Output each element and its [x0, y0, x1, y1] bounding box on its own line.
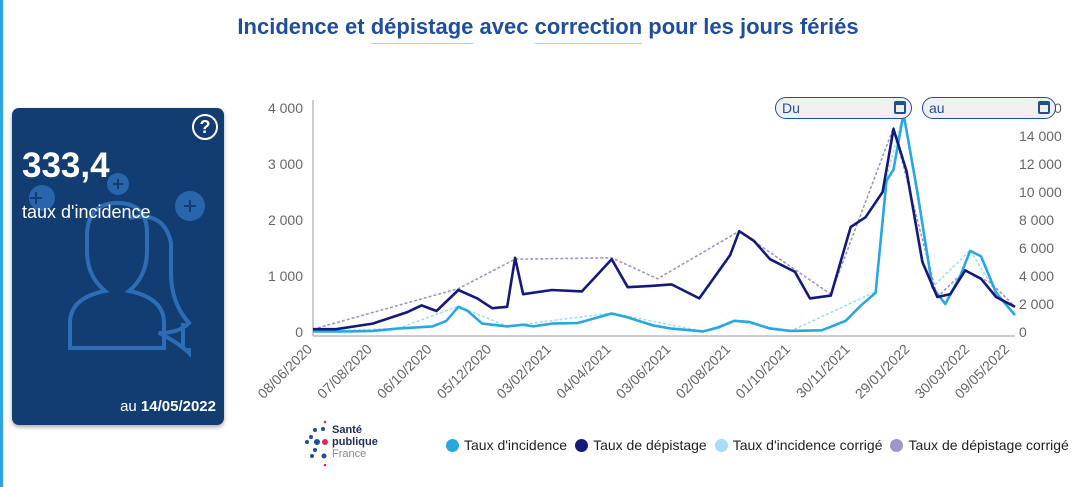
help-button[interactable]: ? — [192, 114, 218, 140]
calendar-icon[interactable] — [1038, 101, 1050, 114]
legend-dot-icon — [575, 438, 589, 452]
date-to-placeholder: au — [929, 100, 945, 116]
y-left-tick-label: 2 000 — [268, 212, 303, 228]
x-tick-label: 04/04/2021 — [553, 341, 614, 402]
title-link-depistage[interactable]: dépistage — [370, 14, 474, 44]
title-text: avec — [473, 14, 535, 39]
calendar-icon[interactable] — [894, 101, 906, 114]
legend-dot-icon — [890, 438, 904, 452]
legend-label: Taux d'incidence — [464, 437, 568, 453]
chart-legend: Taux d'incidence Taux de dépistage Taux … — [446, 437, 1069, 453]
title-text: Incidence et — [237, 14, 371, 39]
date-from-placeholder: Du — [782, 100, 800, 116]
incidence-label: taux d'incidence — [22, 202, 151, 222]
people-virus-icon — [29, 173, 205, 358]
y-left-tick-label: 0 — [295, 324, 303, 340]
y-right-tick-label: 2 000 — [1019, 296, 1054, 312]
legend-dot-icon — [446, 438, 459, 452]
date-value: 14/05/2022 — [140, 398, 216, 415]
legend-item-incidence[interactable]: Taux d'incidence — [446, 437, 567, 453]
logo-text: publique — [332, 436, 378, 448]
logo-text: France — [332, 448, 367, 460]
x-tick-label: 02/08/2021 — [672, 341, 733, 402]
y-right-tick-label: 12 000 — [1019, 156, 1062, 172]
date-to-input[interactable]: au — [922, 97, 1056, 119]
x-tick-label: 01/10/2021 — [732, 341, 793, 402]
y-right-tick-label: 8 000 — [1019, 212, 1054, 228]
legend-label: Taux de dépistage — [593, 437, 707, 453]
page-title: Incidence et dépistage avec correction p… — [0, 14, 1080, 44]
legend-item-depistage-corrige[interactable]: Taux de dépistage corrigé — [890, 437, 1069, 453]
x-tick-label: 07/08/2020 — [314, 341, 375, 402]
y-right-tick-label: 4 000 — [1019, 268, 1054, 284]
legend-dot-icon — [714, 438, 728, 452]
sante-publique-france-logo: Santé publique France — [303, 420, 403, 468]
logo-dots-icon — [305, 420, 328, 467]
date-from-input[interactable]: Du — [775, 97, 912, 119]
series-line-1 — [313, 112, 1016, 333]
y-right-tick-label: 6 000 — [1019, 240, 1054, 256]
x-tick-label: 03/06/2021 — [613, 341, 674, 402]
y-left-tick-label: 3 000 — [268, 156, 303, 172]
x-tick-label: 29/01/2022 — [852, 341, 913, 402]
title-link-correction[interactable]: correction — [534, 14, 643, 44]
y-right-tick-label: 14 000 — [1019, 128, 1062, 144]
incidence-date: au 14/05/2022 — [120, 398, 216, 415]
legend-label: Taux de dépistage corrigé — [908, 437, 1069, 453]
logo-text: Santé — [332, 424, 362, 436]
y-left-tick-label: 1 000 — [268, 268, 303, 284]
incidence-value: 333,4 — [22, 146, 110, 185]
y-right-tick-label: 10 000 — [1019, 184, 1062, 200]
y-left-tick-label: 4 000 — [268, 100, 303, 116]
x-tick-label: 08/06/2020 — [254, 341, 315, 402]
x-tick-label: 05/12/2020 — [433, 341, 494, 402]
series-line-2 — [313, 127, 1016, 331]
x-tick-label: 06/10/2020 — [374, 341, 435, 402]
left-accent-bar — [0, 0, 3, 487]
title-text: pour les jours fériés — [642, 14, 859, 39]
legend-item-depistage[interactable]: Taux de dépistage — [575, 437, 707, 453]
series-line-4 — [312, 126, 1016, 330]
x-tick-label: 30/11/2021 — [793, 341, 853, 401]
legend-label: Taux d'incidence corrigé — [732, 437, 883, 453]
incidence-kpi-card: ? 333,4 taux d'incidence au 14/05/2022 — [12, 108, 224, 425]
x-tick-label: 03/02/2021 — [493, 341, 554, 402]
legend-item-incidence-corrige[interactable]: Taux d'incidence corrigé — [714, 437, 883, 453]
date-prefix: au — [120, 398, 141, 415]
y-right-tick-label: 0 — [1019, 324, 1027, 340]
